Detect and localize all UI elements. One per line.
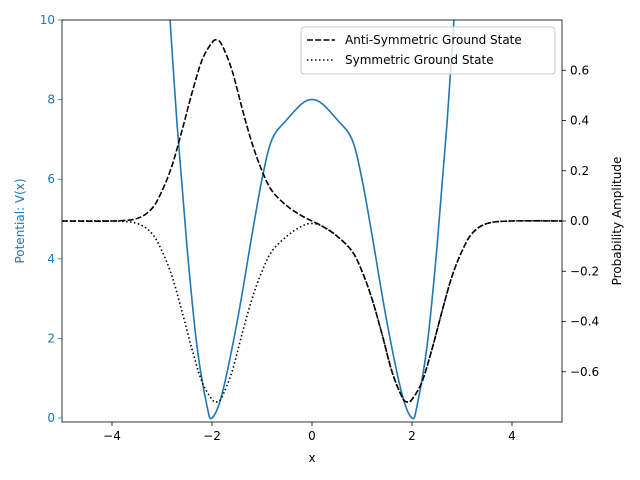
legend: Anti-Symmetric Ground State Symmetric Gr… xyxy=(300,26,556,75)
y-left-tick-label: 8 xyxy=(47,93,55,107)
y-axis-right: −0.6 −0.4 −0.2 0.0 0.2 0.4 0.6 xyxy=(562,63,599,379)
y-right-tick-label: 0.2 xyxy=(570,164,589,178)
series-layer xyxy=(62,20,562,420)
y-right-tick-label: 0.0 xyxy=(570,214,589,228)
symmetric-ground-state-line xyxy=(62,220,562,403)
y-right-tick-label: −0.2 xyxy=(570,264,599,278)
x-axis-label: x xyxy=(308,451,315,465)
y-right-tick-label: 0.6 xyxy=(570,63,589,77)
y-right-tick-label: −0.4 xyxy=(570,315,599,329)
y-right-tick-label: −0.6 xyxy=(570,365,599,379)
legend-label-anti-symmetric: Anti-Symmetric Ground State xyxy=(345,33,522,47)
x-axis: −4 −2 0 2 4 xyxy=(103,422,516,443)
y-axis-left: 0 2 4 6 8 10 xyxy=(40,13,62,425)
anti-symmetric-ground-state-line xyxy=(62,39,562,403)
x-tick-label: 0 xyxy=(308,429,316,443)
y-left-tick-label: 4 xyxy=(47,252,55,266)
y-axis-left-label: Potential: V(x) xyxy=(13,178,27,263)
y-left-tick-label: 6 xyxy=(47,172,55,186)
y-right-tick-label: 0.4 xyxy=(570,114,589,128)
y-axis-right-label: Probability Amplitude xyxy=(610,157,624,286)
legend-label-symmetric: Symmetric Ground State xyxy=(345,53,494,67)
y-left-tick-label: 10 xyxy=(40,13,55,27)
x-tick-label: −4 xyxy=(103,429,121,443)
x-tick-label: 2 xyxy=(408,429,416,443)
y-left-tick-label: 2 xyxy=(47,331,55,345)
x-tick-label: −2 xyxy=(203,429,221,443)
y-left-tick-label: 0 xyxy=(47,411,55,425)
x-tick-label: 4 xyxy=(508,429,516,443)
potential-line xyxy=(169,20,455,420)
legend-frame xyxy=(300,26,556,75)
